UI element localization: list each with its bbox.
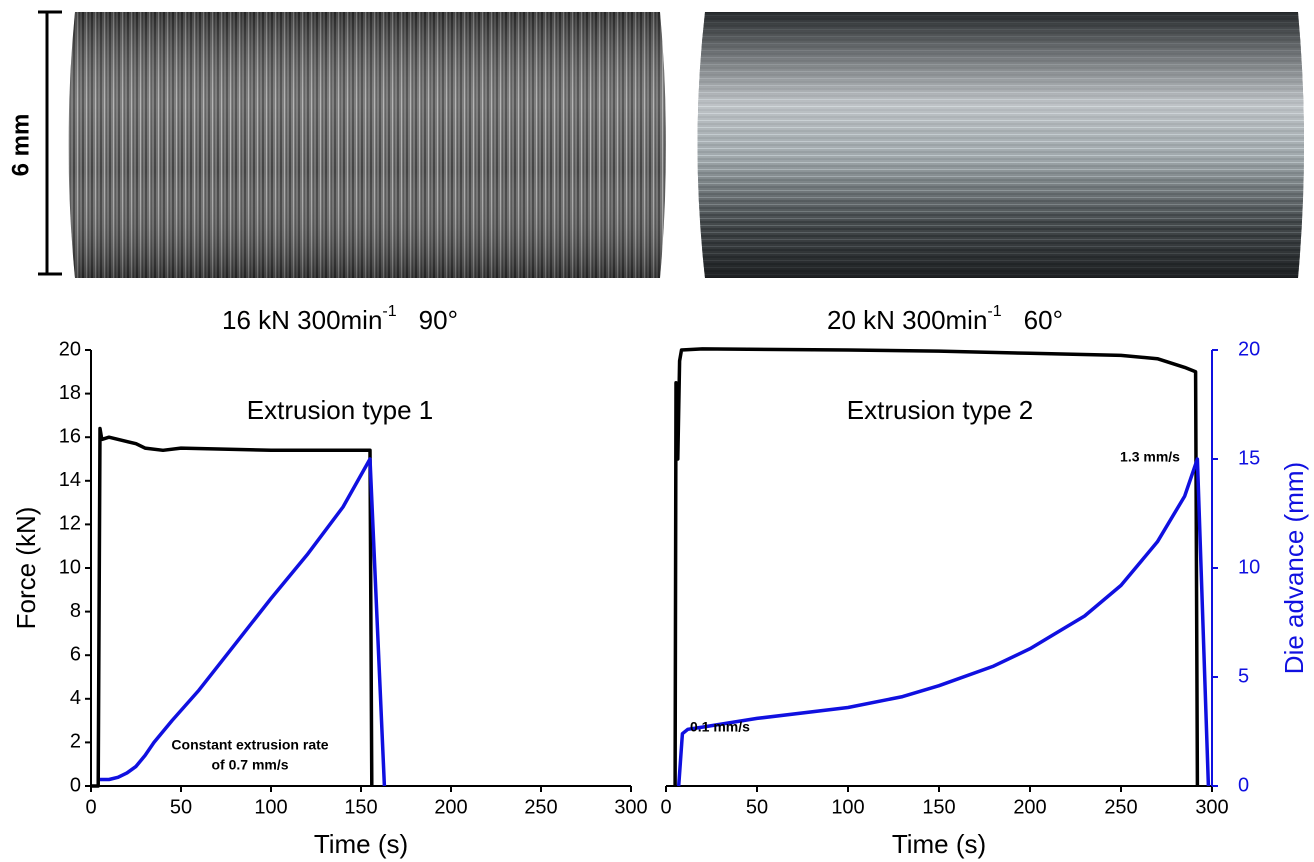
data-line [100,457,387,787]
chart-title: 20 kN 300min-1 60° [827,303,1063,335]
title-angle: 90° [419,305,458,335]
title-angle: 60° [1024,305,1063,335]
y-tick-label: 8 [70,600,81,622]
title-text: 20 kN 300min [827,305,987,335]
x-tick-label: 150 [344,796,377,818]
annotation: Extrusion type 1 [247,395,433,425]
x-tick-label: 50 [170,796,192,818]
y-tick-label: 10 [59,556,81,578]
annotation: Extrusion type 2 [847,395,1033,425]
title-superscript: -1 [987,303,1001,320]
data-line [91,426,374,788]
annotation: 1.3 mm/s [1120,449,1180,465]
y-tick-label: 6 [70,643,81,665]
y-tick-label: 18 [59,382,81,404]
y2-tick-label: 20 [1238,338,1260,360]
y-tick-label: 2 [70,731,81,753]
x-tick-label: 0 [660,796,671,818]
y2-tick-label: 15 [1238,447,1260,469]
y2-tick-label: 10 [1238,556,1260,578]
x-tick-label: 300 [614,796,647,818]
y-tick-label: 0 [70,774,81,796]
x-tick-label: 250 [1104,796,1137,818]
x-tick-label: 50 [746,796,768,818]
x-axis-label: Time (s) [314,829,408,859]
scale-label: 6 mm [7,114,34,177]
scale-bar [38,10,62,276]
y-tick-label: 20 [59,338,81,360]
data-line [673,347,1200,787]
y-axis-label: Force (kN) [11,507,41,630]
y2-tick-label: 0 [1238,774,1249,796]
photo-left [68,12,666,278]
y-tick-label: 14 [59,469,81,491]
x-tick-label: 100 [254,796,287,818]
x-tick-label: 300 [1195,796,1228,818]
annotation: Constant extrusion rate [171,737,328,753]
photo-right [697,12,1304,278]
title-superscript: -1 [382,303,396,320]
annotation: of 0.7 mm/s [211,757,288,773]
x-tick-label: 0 [85,796,96,818]
x-tick-label: 200 [434,796,467,818]
title-text: 16 kN 300min [222,305,382,335]
y-tick-label: 16 [59,425,81,447]
x-tick-label: 150 [922,796,955,818]
annotation: 0.1 mm/s [690,719,750,735]
y2-axis-label: Die advance (mm) [1279,462,1309,674]
x-tick-label: 100 [831,796,864,818]
x-tick-label: 250 [524,796,557,818]
y-tick-label: 12 [59,513,81,535]
data-line [676,457,1211,787]
chart-title: 16 kN 300min-1 90° [222,303,458,335]
y2-tick-label: 5 [1238,665,1249,687]
x-axis-label: Time (s) [892,829,986,859]
x-tick-label: 200 [1013,796,1046,818]
y-tick-label: 4 [70,687,81,709]
